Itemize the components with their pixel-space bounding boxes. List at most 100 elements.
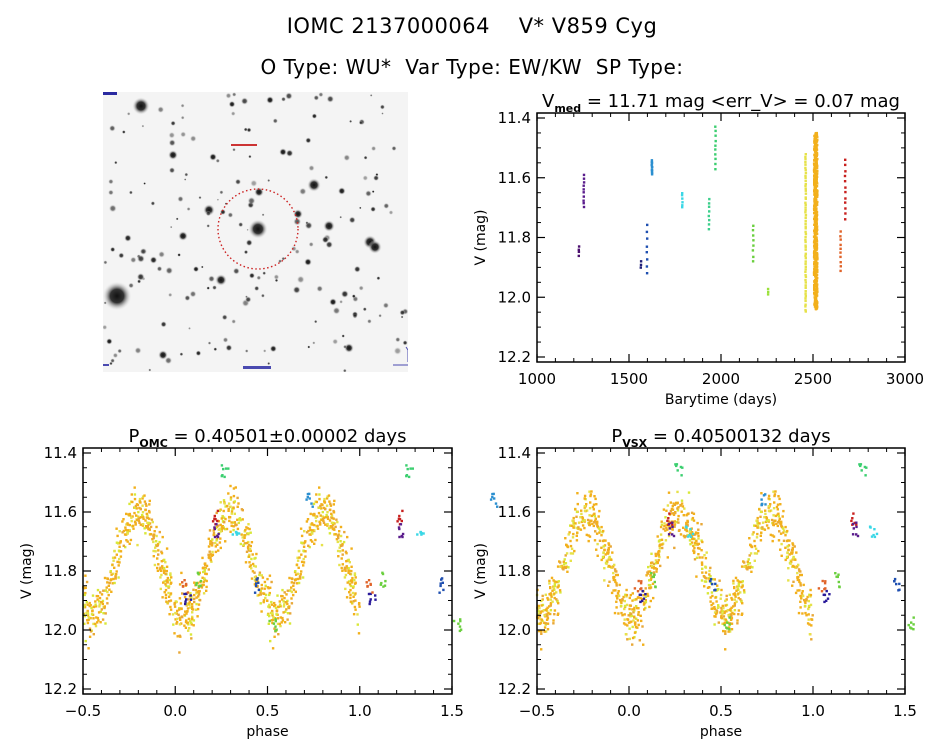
data-point <box>92 605 95 609</box>
data-point-season-6b <box>815 280 818 283</box>
data-point <box>158 540 161 544</box>
data-point <box>336 520 339 524</box>
x-tick-label: 3000 <box>886 370 924 388</box>
star <box>168 167 176 174</box>
data-point <box>737 588 740 592</box>
star <box>363 155 368 160</box>
data-point <box>589 494 592 498</box>
data-point <box>420 533 423 536</box>
data-point <box>88 635 92 638</box>
data-point <box>539 610 542 613</box>
data-point-season-4b <box>714 153 717 156</box>
data-point <box>491 492 494 496</box>
data-point <box>755 552 759 555</box>
data-point <box>102 589 105 592</box>
data-point <box>254 556 257 560</box>
data-point <box>82 605 86 608</box>
data-point <box>106 577 109 580</box>
data-point-season-6a <box>804 248 807 251</box>
data-point-season-6a <box>804 303 807 306</box>
y-tick-label: 12.2 <box>44 680 77 698</box>
data-point <box>552 586 555 589</box>
data-point <box>88 604 91 608</box>
data-point <box>164 596 168 600</box>
data-point <box>326 517 330 520</box>
data-point <box>786 551 789 555</box>
x-tick-label: 0.5 <box>256 702 280 720</box>
data-point <box>627 614 630 617</box>
data-point <box>834 572 837 575</box>
data-point-season-1b <box>582 195 585 198</box>
data-point-season-6b <box>812 162 816 165</box>
data-point <box>728 616 731 619</box>
data-point <box>349 596 352 600</box>
data-point <box>631 625 634 629</box>
data-point <box>311 513 315 516</box>
y-tick-label: 11.4 <box>44 444 77 462</box>
data-point <box>635 605 638 608</box>
data-point <box>820 590 824 593</box>
data-point <box>240 508 244 511</box>
data-point <box>242 539 245 542</box>
data-point <box>250 557 253 561</box>
data-point <box>583 519 586 522</box>
data-point-season-2a <box>639 263 643 267</box>
data-point <box>727 626 731 629</box>
data-point <box>398 514 401 518</box>
data-point <box>138 500 142 503</box>
plot-frame <box>82 447 453 695</box>
data-point <box>853 521 856 525</box>
data-point <box>128 514 132 517</box>
data-point <box>148 517 151 520</box>
data-point-season-2b <box>645 272 649 275</box>
data-point <box>628 604 632 607</box>
data-point-season-6b <box>814 275 817 278</box>
data-point <box>149 525 153 529</box>
data-point-season-6b <box>813 137 816 141</box>
data-point-season-6b <box>816 135 819 139</box>
data-point <box>144 526 148 529</box>
data-point <box>145 525 148 528</box>
data-point <box>787 567 790 570</box>
data-point <box>207 568 210 571</box>
data-point <box>695 542 698 545</box>
data-point-season-1b <box>582 205 586 209</box>
data-point <box>259 602 262 605</box>
data-point-season-6b <box>812 255 816 259</box>
data-point <box>256 577 259 580</box>
data-point <box>260 587 264 590</box>
data-point <box>564 554 567 557</box>
data-point-season-6b <box>815 288 818 291</box>
data-point <box>624 623 627 626</box>
data-point <box>679 503 682 507</box>
data-point-season-6b <box>815 286 819 289</box>
data-point <box>185 583 188 586</box>
data-point <box>115 527 118 530</box>
data-point <box>548 593 551 596</box>
data-point <box>282 600 285 603</box>
data-point <box>666 556 669 559</box>
data-point <box>537 610 540 613</box>
data-point <box>730 617 734 620</box>
data-point <box>575 515 578 518</box>
data-point <box>138 497 142 501</box>
data-point <box>92 617 95 620</box>
data-point <box>164 593 168 597</box>
data-point <box>354 576 357 579</box>
data-point <box>338 546 341 549</box>
data-point <box>681 505 685 508</box>
data-point <box>109 579 112 582</box>
data-point <box>162 581 165 584</box>
data-point <box>334 525 337 529</box>
data-point <box>574 522 577 525</box>
star <box>177 253 181 257</box>
data-point <box>791 548 794 551</box>
data-point <box>302 545 306 548</box>
data-point <box>705 577 708 580</box>
data-point <box>141 523 145 526</box>
data-point <box>580 512 583 516</box>
data-point <box>633 631 637 634</box>
data-point <box>711 578 714 581</box>
data-point <box>722 615 726 618</box>
data-point <box>179 618 182 621</box>
